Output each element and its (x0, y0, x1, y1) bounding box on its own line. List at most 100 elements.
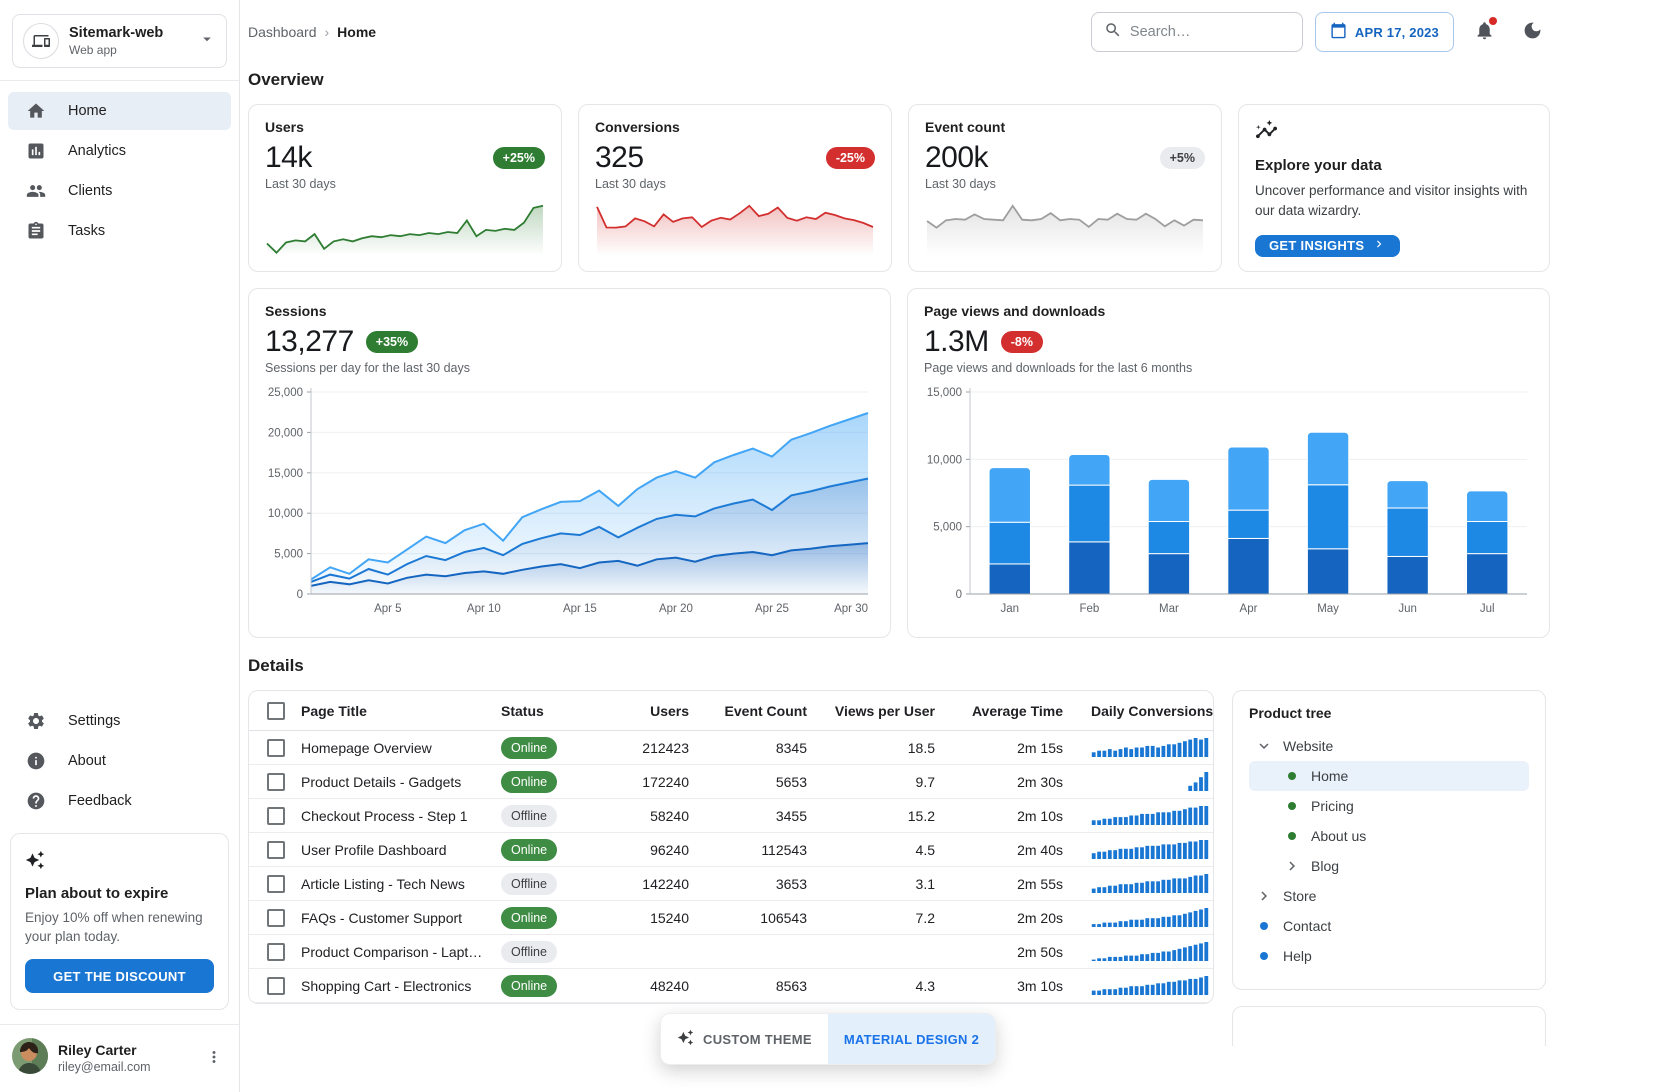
svg-text:20,000: 20,000 (268, 427, 303, 439)
stat-card-conversions: Conversions 325 -25% Last 30 days (578, 104, 892, 272)
tree-item-pricing[interactable]: Pricing (1249, 791, 1529, 821)
date-label: APR 17, 2023 (1354, 24, 1439, 40)
row-checkbox[interactable] (267, 908, 285, 927)
svg-text:Jan: Jan (1001, 603, 1020, 615)
table-row[interactable]: Homepage Overview Online 212423 8345 18.5 2m … (249, 731, 1213, 765)
svg-text:5,000: 5,000 (274, 549, 303, 561)
tree-item-label: Pricing (1311, 798, 1354, 814)
svg-text:5,000: 5,000 (933, 522, 962, 534)
theme-switcher-popup: CUSTOM THEME MATERIAL DESIGN 2 (660, 1013, 997, 1065)
partial-card-below (1232, 1006, 1546, 1046)
tree-dot (1283, 832, 1301, 840)
dark-mode-toggle[interactable] (1514, 14, 1550, 50)
stat-card-value: 325 (595, 141, 644, 174)
select-all-checkbox[interactable] (267, 701, 285, 720)
stat-value-row: 200k +5% (925, 141, 1205, 175)
svg-text:10,000: 10,000 (268, 508, 303, 520)
tree-item-store[interactable]: Store (1249, 881, 1529, 911)
cell-event-count: 112543 (761, 841, 807, 858)
tree-item-label: Blog (1311, 858, 1340, 874)
sparkle-icon (677, 1029, 694, 1049)
material-design-2-label: MATERIAL DESIGN 2 (843, 1031, 980, 1047)
tree-item-about-us[interactable]: About us (1249, 821, 1529, 851)
tree-item-label: Contact (1283, 918, 1332, 934)
svg-text:25,000: 25,000 (268, 387, 303, 399)
table-row[interactable]: Checkout Process - Step 1 Offline 58240 345… (249, 799, 1213, 833)
cell-page-title: Checkout Process - Step 1 (301, 807, 468, 824)
tree-item-website[interactable]: Website (1249, 731, 1529, 761)
status-badge: Offline (501, 940, 557, 963)
pageviews-bar-chart: 0 5,000 10,000 15,000 Jan Feb Mar Apr May Jun Jul (924, 382, 1533, 623)
column-header-status: Status (501, 702, 544, 719)
workspace-select[interactable]: Sitemark-web Web app (12, 14, 227, 68)
custom-theme-label: CUSTOM THEME (703, 1031, 812, 1047)
svg-text:Mar: Mar (1159, 603, 1179, 615)
home-icon (26, 101, 46, 121)
cell-users: 58240 (650, 807, 689, 824)
row-checkbox[interactable] (267, 806, 285, 825)
table-row[interactable]: FAQs - Customer Support Online 15240 106543… (249, 901, 1213, 935)
sidebar-item-clients[interactable]: Clients (8, 172, 231, 210)
stat-card-sparkline (595, 195, 875, 257)
table-row[interactable]: Article Listing - Tech News Offline 142240… (249, 867, 1213, 901)
date-picker-button[interactable]: APR 17, 2023 (1314, 12, 1454, 52)
sidebar-item-home[interactable]: Home (8, 92, 231, 130)
explore-data-card: Explore your data Uncover performance an… (1238, 104, 1550, 272)
cell-users: 48240 (650, 977, 689, 994)
table-row[interactable]: Product Details - Gadgets Online 172240 565… (249, 765, 1213, 799)
cell-daily-conversions (1081, 973, 1213, 998)
get-insights-label: GET INSIGHTS (1269, 238, 1365, 254)
row-checkbox[interactable] (267, 874, 285, 893)
user-email: riley@email.com (58, 1060, 151, 1075)
sidebar-item-analytics[interactable]: Analytics (8, 132, 231, 170)
cell-users: 142240 (642, 875, 689, 892)
column-header-users: Users (650, 702, 689, 719)
material-design-2-option[interactable]: MATERIAL DESIGN 2 (827, 1014, 996, 1064)
column-header-event-count: Event Count (724, 702, 807, 719)
user-menu-button[interactable] (201, 1044, 227, 1073)
row-checkbox[interactable] (267, 772, 285, 791)
sidebar-item-about[interactable]: About (8, 742, 231, 780)
tree-item-blog[interactable]: Blog (1249, 851, 1529, 881)
tree-item-home[interactable]: Home (1249, 761, 1529, 791)
row-checkbox[interactable] (267, 840, 285, 859)
cell-page-title: Product Details - Gadgets (301, 773, 462, 790)
product-tree-title: Product tree (1249, 705, 1332, 721)
people-icon (26, 181, 46, 201)
notification-badge-dot (1489, 17, 1497, 25)
table-row[interactable]: Shopping Cart - Electronics Online 48240 85… (249, 969, 1213, 1003)
sidebar-item-tasks[interactable]: Tasks (8, 212, 231, 250)
sidebar-item-settings[interactable]: Settings (8, 702, 231, 740)
cell-daily-conversions (1081, 905, 1213, 930)
row-checkbox[interactable] (267, 976, 285, 995)
table-row[interactable]: Product Comparison - Lapt… Offline 2m 50s (249, 935, 1213, 969)
sidebar-item-feedback[interactable]: Feedback (8, 782, 231, 820)
tree-item-contact[interactable]: Contact (1249, 911, 1529, 941)
cell-average-time: 2m 50s (1017, 943, 1063, 960)
search-input[interactable] (1129, 24, 1290, 40)
plan-expiry-card: Plan about to expire Enjoy 10% off when … (10, 832, 229, 1010)
get-insights-button[interactable]: GET INSIGHTS (1255, 234, 1401, 257)
cell-status: Online (501, 974, 597, 997)
sidebar-item-label: Tasks (68, 223, 106, 239)
cell-page-title: User Profile Dashboard (301, 841, 447, 858)
svg-text:10,000: 10,000 (927, 454, 962, 466)
table-row[interactable]: User Profile Dashboard Online 96240 112543 4… (249, 833, 1213, 867)
stat-card-value: 14k (265, 141, 312, 174)
row-checkbox[interactable] (267, 738, 285, 757)
notifications-button[interactable] (1466, 14, 1502, 50)
details-table: Page Title Status Users Event Count Views pe… (248, 690, 1214, 1004)
tree-dot (1283, 772, 1301, 780)
cell-daily-conversions (1081, 735, 1213, 760)
row-checkbox[interactable] (267, 942, 285, 961)
cell-event-count: 5653 (775, 773, 807, 790)
tree-item-label: Help (1283, 948, 1312, 964)
tree-item-help[interactable]: Help (1249, 941, 1529, 971)
cell-event-count: 8563 (775, 977, 807, 994)
breadcrumb-dashboard[interactable]: Dashboard (248, 24, 317, 40)
topbar-actions: APR 17, 2023 (1090, 12, 1550, 52)
get-discount-button[interactable]: GET THE DISCOUNT (25, 959, 214, 993)
pageviews-card: Page views and downloads 1.3M -8% Page v… (907, 288, 1550, 638)
custom-theme-option[interactable]: CUSTOM THEME (661, 1014, 828, 1064)
sessions-chip: +35% (365, 331, 419, 353)
